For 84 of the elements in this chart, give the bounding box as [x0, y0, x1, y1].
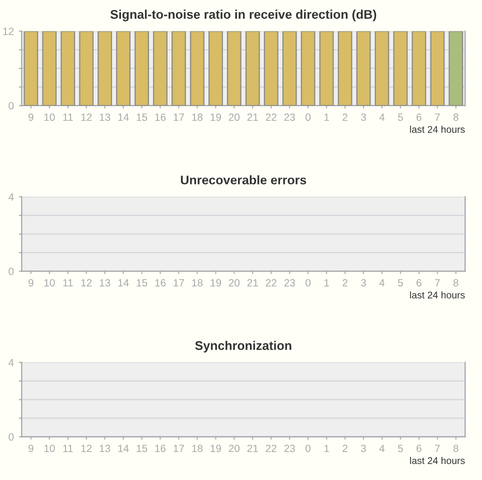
x-tick-label: 20 — [228, 279, 240, 286]
x-tick-label: 2 — [342, 279, 348, 286]
x-axis-title: last 24 hours — [410, 291, 465, 298]
x-tick-label: 18 — [192, 114, 203, 121]
x-tick-label: 18 — [192, 279, 203, 286]
x-tick-label: 3 — [361, 114, 366, 121]
x-tick-label: 8 — [453, 279, 458, 286]
x-tick-label: 9 — [28, 444, 34, 452]
x-tick-label: 15 — [136, 114, 148, 121]
x-tick-label: 4 — [379, 114, 385, 121]
x-tick-label: 11 — [63, 444, 73, 452]
x-tick-label: 21 — [247, 279, 258, 286]
x-tick-label: 14 — [118, 279, 129, 286]
x-tick-label: 7 — [435, 114, 440, 121]
x-tick-label: 17 — [174, 114, 184, 121]
x-tick-label: 8 — [453, 114, 458, 121]
x-tick-label: 9 — [28, 279, 34, 286]
x-tick-label: 10 — [44, 279, 55, 286]
x-tick-label: 10 — [44, 114, 55, 121]
x-tick-label: 0 — [306, 279, 311, 286]
chart-title: Unrecoverable errors — [180, 175, 306, 184]
x-tick-label: 8 — [453, 444, 458, 452]
y-tick-label: 0 — [8, 433, 14, 441]
x-tick-label: 18 — [192, 444, 203, 452]
x-tick-label: 15 — [136, 444, 148, 452]
x-tick-label: 6 — [416, 114, 422, 121]
x-tick-label: 13 — [100, 279, 110, 286]
chart-title: Synchronization — [195, 340, 292, 352]
x-tick-label: 17 — [174, 279, 184, 286]
x-tick-label: 15 — [136, 279, 148, 286]
x-tick-label: 6 — [416, 279, 422, 286]
y-tick-label: 0 — [8, 102, 14, 110]
x-tick-label: 2 — [342, 114, 348, 121]
y-tick-label: 12 — [3, 28, 14, 35]
x-tick-label: 2 — [342, 444, 348, 452]
x-tick-label: 16 — [155, 114, 166, 121]
chart-title: Signal-to-noise ratio in receive direction (dB) — [110, 10, 376, 22]
x-tick-label: 1 — [324, 279, 329, 286]
x-tick-label: 20 — [228, 444, 240, 452]
x-tick-label: 20 — [228, 114, 240, 121]
x-tick-label: 23 — [284, 279, 295, 286]
x-tick-label: 19 — [210, 114, 221, 121]
x-tick-label: 4 — [379, 444, 385, 452]
x-tick-label: 16 — [155, 279, 166, 286]
x-tick-label: 5 — [398, 279, 403, 286]
x-tick-label: 12 — [81, 279, 92, 286]
x-tick-label: 5 — [398, 444, 403, 452]
x-tick-label: 19 — [210, 444, 221, 452]
x-tick-label: 10 — [44, 444, 55, 452]
x-tick-label: 7 — [435, 444, 440, 452]
x-tick-label: 1 — [324, 444, 329, 452]
x-tick-label: 23 — [284, 444, 295, 452]
x-tick-label: 5 — [398, 114, 403, 121]
x-tick-label: 11 — [63, 279, 73, 286]
x-tick-label: 23 — [284, 114, 295, 121]
x-axis-title: last 24 hours — [410, 456, 465, 464]
x-axis-title: last 24 hours — [410, 126, 465, 133]
x-tick-label: 9 — [28, 114, 34, 121]
x-tick-label: 13 — [100, 444, 110, 452]
x-tick-label: 19 — [210, 279, 221, 286]
x-tick-label: 22 — [266, 444, 276, 452]
x-tick-label: 1 — [324, 114, 329, 121]
x-tick-label: 11 — [63, 114, 73, 121]
y-tick-label: 0 — [8, 268, 14, 276]
x-tick-label: 22 — [266, 114, 276, 121]
x-tick-label: 12 — [81, 444, 92, 452]
x-tick-label: 21 — [247, 114, 258, 121]
x-tick-label: 21 — [247, 444, 258, 452]
x-tick-label: 0 — [306, 444, 311, 452]
x-tick-label: 22 — [266, 279, 276, 286]
x-tick-label: 14 — [118, 444, 129, 452]
x-tick-label: 6 — [416, 444, 422, 452]
x-tick-label: 14 — [118, 114, 129, 121]
x-tick-label: 4 — [379, 279, 385, 286]
x-tick-label: 17 — [174, 444, 184, 452]
x-tick-label: 7 — [435, 279, 440, 286]
x-tick-label: 16 — [155, 444, 166, 452]
x-tick-label: 3 — [361, 279, 366, 286]
x-tick-label: 13 — [100, 114, 110, 121]
x-tick-label: 0 — [306, 114, 311, 121]
y-tick-label: 4 — [8, 193, 14, 201]
y-tick-label: 4 — [8, 359, 14, 366]
x-tick-label: 3 — [361, 444, 366, 452]
x-tick-label: 12 — [81, 114, 92, 121]
